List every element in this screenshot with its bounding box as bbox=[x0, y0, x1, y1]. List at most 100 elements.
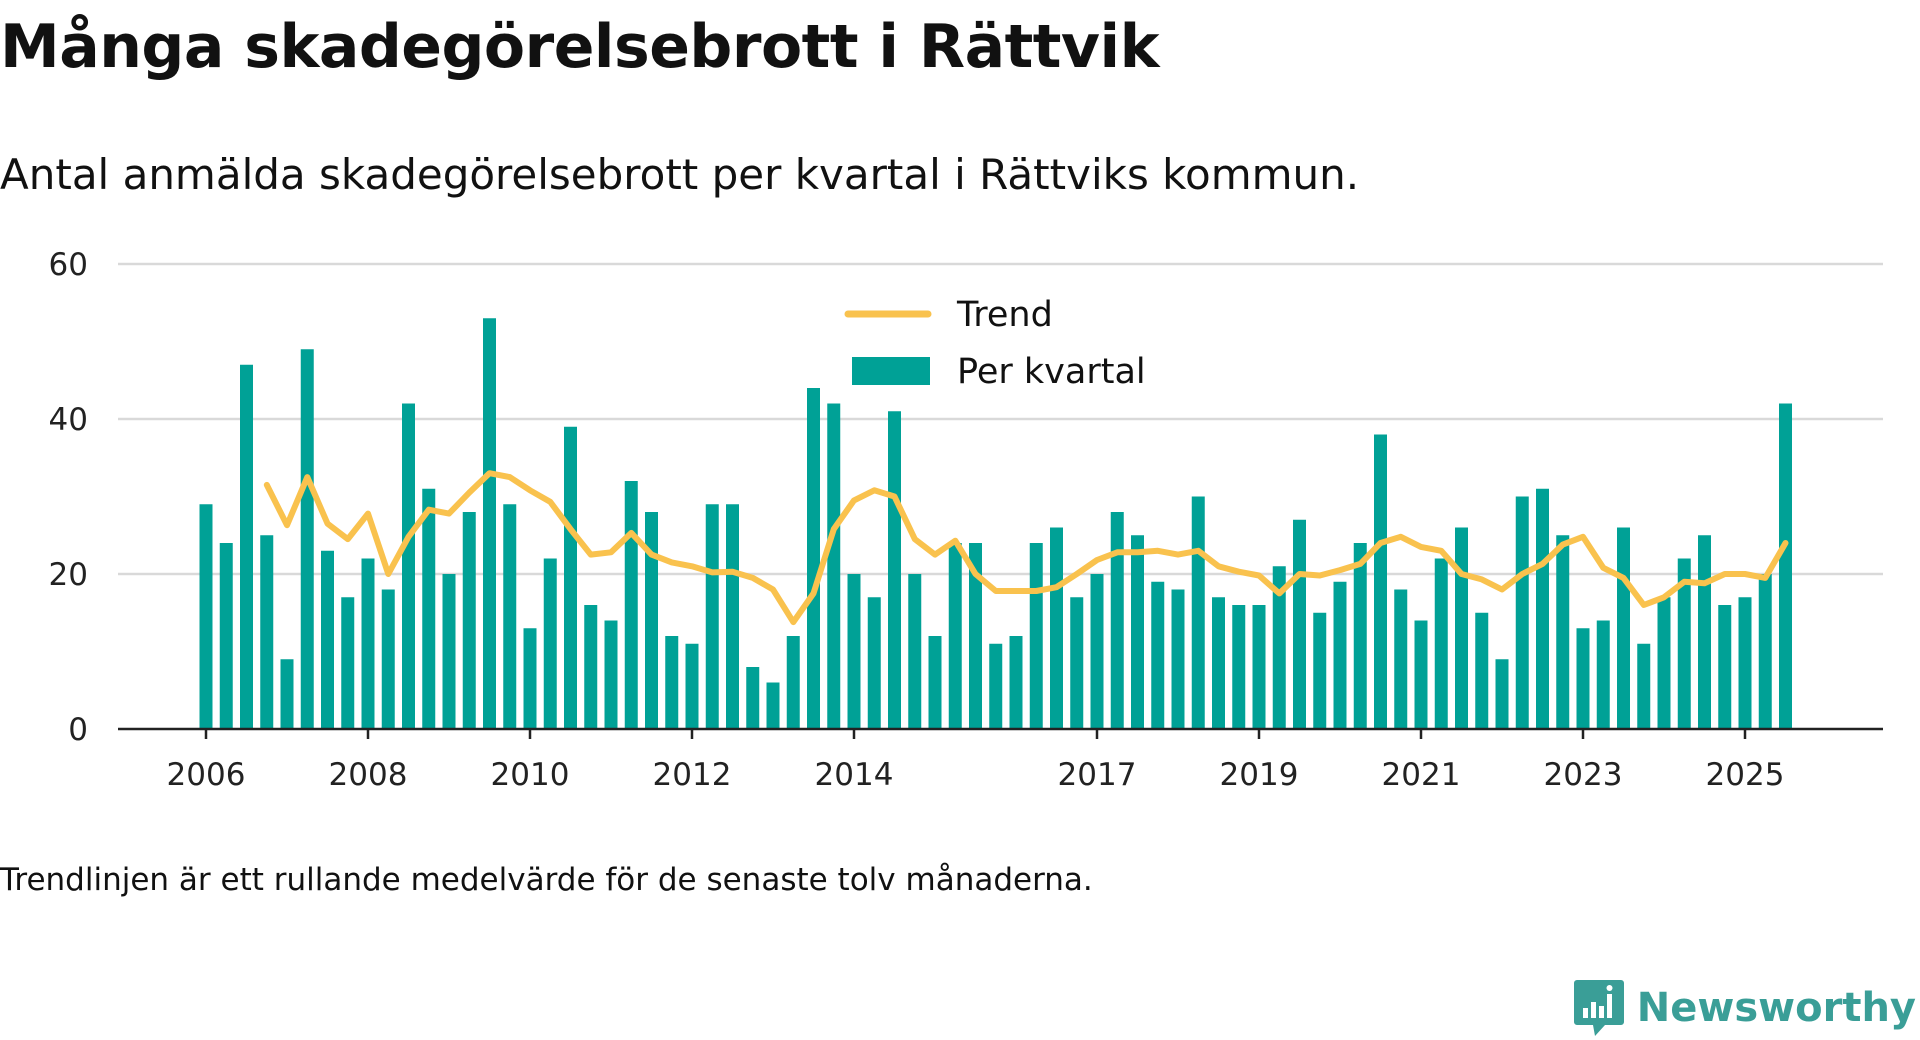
y-tick-label: 40 bbox=[49, 402, 88, 438]
bar bbox=[1110, 512, 1124, 729]
bar bbox=[341, 597, 355, 729]
bar bbox=[948, 543, 962, 729]
bar bbox=[321, 550, 334, 729]
trend-line bbox=[263, 470, 1789, 626]
bar bbox=[1151, 581, 1165, 729]
brand-logo: Newsworthy bbox=[1573, 978, 1916, 1038]
bar bbox=[1090, 574, 1104, 729]
brand-name: Newsworthy bbox=[1636, 985, 1916, 1031]
x-tick-label: 2017 bbox=[1058, 757, 1137, 793]
bar bbox=[260, 535, 274, 729]
bar bbox=[989, 643, 1003, 729]
bar bbox=[766, 682, 780, 729]
bar bbox=[726, 504, 739, 729]
bar bbox=[746, 667, 760, 729]
legend-trend-label: Trend bbox=[956, 295, 1053, 335]
bar bbox=[1758, 574, 1772, 729]
newsworthy-logo-icon bbox=[1573, 980, 1624, 1036]
bar bbox=[705, 504, 719, 729]
x-tick-label: 2025 bbox=[1706, 757, 1785, 793]
bar bbox=[807, 388, 820, 729]
bar bbox=[786, 636, 800, 729]
bar bbox=[1596, 620, 1610, 729]
x-tick-label: 2023 bbox=[1544, 757, 1623, 793]
bar bbox=[1576, 628, 1590, 729]
bar bbox=[543, 558, 557, 729]
bar bbox=[888, 411, 901, 729]
bar bbox=[1495, 659, 1509, 729]
x-axis: 2006 2008 2010 2012 2014 2017 2019 2021 2023 2025 bbox=[118, 727, 1883, 793]
bar bbox=[462, 512, 476, 729]
bar bbox=[1414, 620, 1428, 729]
bar bbox=[1333, 581, 1347, 729]
bar bbox=[604, 620, 618, 729]
bar bbox=[1738, 597, 1752, 729]
bar bbox=[584, 605, 598, 729]
line-series-trend bbox=[263, 470, 1789, 626]
bar bbox=[1475, 612, 1489, 729]
bar bbox=[1455, 527, 1468, 729]
bar bbox=[1232, 605, 1246, 729]
bar bbox=[665, 636, 679, 729]
bar bbox=[1272, 566, 1286, 729]
bar bbox=[1556, 535, 1570, 729]
bar bbox=[1779, 403, 1792, 729]
bar bbox=[1657, 597, 1671, 729]
bar bbox=[1191, 496, 1205, 729]
bar bbox=[1252, 605, 1266, 729]
bar bbox=[1374, 434, 1387, 729]
bar bbox=[645, 512, 658, 729]
bar bbox=[199, 504, 213, 729]
footnote: Trendlinjen är ett rullande medelvärde f… bbox=[0, 862, 1093, 898]
bar-series-per-kvartal bbox=[199, 318, 1792, 729]
x-tick-label: 2019 bbox=[1220, 757, 1299, 793]
bar bbox=[1698, 535, 1711, 729]
bar bbox=[1353, 543, 1367, 729]
bar bbox=[1434, 558, 1448, 729]
bar bbox=[442, 574, 456, 729]
bar bbox=[1637, 643, 1651, 729]
bar bbox=[1212, 597, 1225, 729]
bar bbox=[483, 318, 496, 729]
x-tick-label: 2012 bbox=[653, 757, 732, 793]
bar bbox=[1171, 589, 1185, 729]
bar bbox=[503, 504, 517, 729]
x-tick-label: 2021 bbox=[1382, 757, 1461, 793]
bar bbox=[827, 403, 841, 729]
x-tick-label: 2010 bbox=[491, 757, 570, 793]
bar bbox=[928, 636, 942, 729]
bar bbox=[1313, 612, 1327, 729]
bar bbox=[624, 481, 638, 729]
y-tick-label: 60 bbox=[49, 247, 88, 283]
bar bbox=[1677, 558, 1691, 729]
y-axis-ticks: 0 20 40 60 bbox=[49, 247, 88, 748]
bar bbox=[1536, 488, 1549, 729]
bar bbox=[240, 364, 253, 729]
bar bbox=[1050, 527, 1063, 729]
legend-bar-swatch bbox=[852, 357, 930, 385]
legend-bar-label: Per kvartal bbox=[957, 352, 1146, 392]
bar bbox=[381, 589, 395, 729]
bar bbox=[361, 558, 375, 729]
chart-subtitle: Antal anmälda skadegörelsebrott per kvar… bbox=[0, 150, 1360, 199]
bar bbox=[908, 574, 922, 729]
bar bbox=[402, 403, 415, 729]
bar bbox=[422, 488, 436, 729]
bar bbox=[219, 543, 233, 729]
bar bbox=[300, 349, 314, 729]
bar bbox=[1617, 527, 1630, 729]
bar bbox=[1293, 519, 1306, 729]
bar bbox=[1515, 496, 1529, 729]
x-tick-label: 2014 bbox=[815, 757, 894, 793]
bar bbox=[1070, 597, 1084, 729]
bar bbox=[1394, 589, 1408, 729]
bar bbox=[969, 543, 982, 729]
bar bbox=[280, 659, 294, 729]
bar bbox=[1029, 543, 1043, 729]
bar bbox=[1009, 636, 1023, 729]
x-tick-label: 2006 bbox=[167, 757, 246, 793]
bar bbox=[523, 628, 537, 729]
bar bbox=[867, 597, 881, 729]
x-tick-label: 2008 bbox=[329, 757, 408, 793]
y-tick-label: 20 bbox=[49, 557, 88, 593]
